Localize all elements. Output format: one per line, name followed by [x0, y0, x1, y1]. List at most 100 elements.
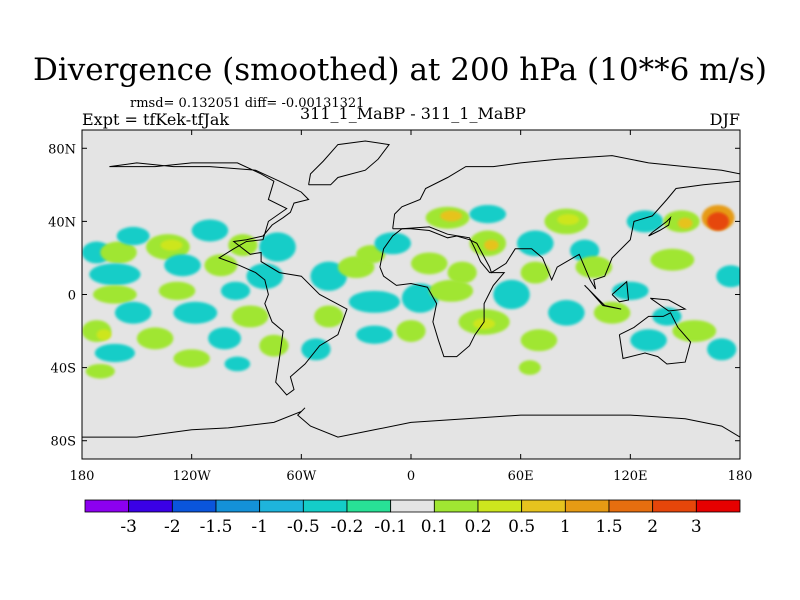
contour-blob	[396, 320, 426, 343]
colorbar-label: 1	[560, 517, 571, 537]
coastline	[618, 312, 692, 365]
contour-blob	[707, 212, 730, 231]
colorbar: -3 -2 -1.5 -1 -0.5 -0.2 -0.1 0.1 0.2 0.5 1 1.5 2 3	[84, 499, 741, 537]
contour-blob	[707, 338, 737, 361]
contour-blob	[100, 241, 137, 264]
contour-blob	[548, 299, 585, 326]
contour-blob	[593, 301, 631, 324]
colorbar-label: -0.5	[287, 517, 320, 537]
contour-blob	[473, 318, 496, 330]
coastline	[650, 297, 687, 312]
colorbar-swatch	[128, 499, 173, 513]
coastline	[392, 155, 740, 290]
colorbar-label: -1.5	[200, 517, 233, 537]
contour-blob	[259, 334, 289, 357]
colorbar-label: 0.2	[464, 517, 491, 537]
contour-blob	[164, 254, 201, 277]
coastline	[611, 280, 630, 303]
contour-blob	[173, 349, 210, 368]
season-label: DJF	[709, 110, 740, 129]
contour-blob	[630, 329, 667, 352]
contour-blob	[85, 363, 115, 379]
coastline	[648, 216, 672, 237]
contour-blob	[204, 254, 238, 277]
contour-blob	[570, 239, 600, 262]
colorbar-label: -1	[251, 517, 268, 537]
contour-blob	[208, 327, 242, 350]
contour-blob	[517, 230, 554, 257]
contour-blob	[220, 281, 251, 300]
x-tick-label: 180	[70, 469, 95, 484]
contour-blob	[173, 301, 218, 324]
colorbar-label: 3	[691, 517, 702, 537]
contour-blob	[224, 356, 251, 372]
contour-blob	[191, 219, 229, 242]
contour-blob	[411, 252, 448, 275]
colorbar-label: -3	[120, 517, 137, 537]
colorbar-label: 2	[647, 517, 658, 537]
contour-blob	[493, 279, 530, 310]
contour-blob	[246, 263, 284, 290]
x-tick-label: 60E	[508, 469, 534, 484]
x-tick-label: 120W	[173, 469, 212, 484]
x-tick-label: 60W	[286, 469, 317, 484]
y-tick-label: 40S	[51, 362, 76, 377]
chart-title: Divergence (smoothed) at 200 hPa (10**6 …	[33, 52, 767, 88]
contour-blob	[672, 320, 717, 343]
contour-blob	[92, 285, 137, 304]
contour-blob	[650, 248, 695, 271]
x-tick-label: 120E	[613, 469, 647, 484]
contour-blob	[447, 261, 477, 284]
contour-blob	[158, 281, 196, 300]
contour-blob	[114, 301, 152, 324]
stats-label: rmsd= 0.132051 diff= -0.00131321	[130, 96, 365, 111]
coastline	[109, 162, 348, 396]
colorbar-swatch	[433, 499, 479, 513]
contour-blob	[440, 210, 463, 222]
colorbar-swatch	[564, 499, 610, 513]
contour-blob	[356, 325, 393, 344]
experiment-label: Expt = tfKek-tfJak	[82, 110, 230, 129]
contour-blob	[575, 256, 613, 279]
contour-fill-layer	[82, 204, 740, 379]
colorbar-label: -0.1	[374, 517, 407, 537]
contour-blob	[136, 327, 174, 350]
contour-blob	[259, 232, 296, 262]
contour-blob	[429, 279, 474, 302]
contour-blob	[716, 265, 740, 288]
contour-blob	[612, 281, 649, 300]
colorbar-swatch	[346, 499, 392, 513]
colorbar-swatch	[215, 499, 261, 513]
contour-blob	[228, 234, 258, 257]
coastline	[82, 407, 740, 438]
contour-blob	[314, 305, 344, 328]
contour-blob	[626, 210, 664, 233]
y-tick-label: 40N	[48, 215, 76, 230]
colorbar-swatch	[477, 499, 523, 513]
contour-blob	[557, 214, 580, 226]
contour-blob	[96, 329, 112, 341]
contour-blob	[518, 360, 541, 375]
contour-blob	[677, 217, 693, 229]
contour-blob	[469, 204, 507, 224]
contour-blob	[484, 239, 499, 251]
contour-blob	[94, 343, 136, 363]
coastline	[308, 140, 391, 186]
colorbar-label: 0.1	[421, 517, 448, 537]
colorbar-label: -2	[164, 517, 181, 537]
axis-ticks: 180 120W 60W 0 60E 120E 180 80N 40N 0 40S 80S	[48, 130, 752, 484]
y-tick-label: 80S	[51, 435, 76, 450]
colorbar-label: -0.2	[331, 517, 364, 537]
contour-blob	[116, 226, 150, 246]
colorbar-swatch	[695, 499, 741, 513]
contour-blob	[160, 239, 183, 251]
x-tick-label: 0	[407, 469, 415, 484]
contour-blob	[520, 261, 550, 284]
case-label: 311_1_MaBP - 311_1_MaBP	[300, 104, 526, 123]
colorbar-swatch	[390, 499, 435, 513]
coastline	[379, 226, 506, 358]
colorbar-swatch	[259, 499, 304, 513]
colorbar-swatch	[171, 499, 217, 513]
y-tick-label: 0	[68, 289, 76, 304]
